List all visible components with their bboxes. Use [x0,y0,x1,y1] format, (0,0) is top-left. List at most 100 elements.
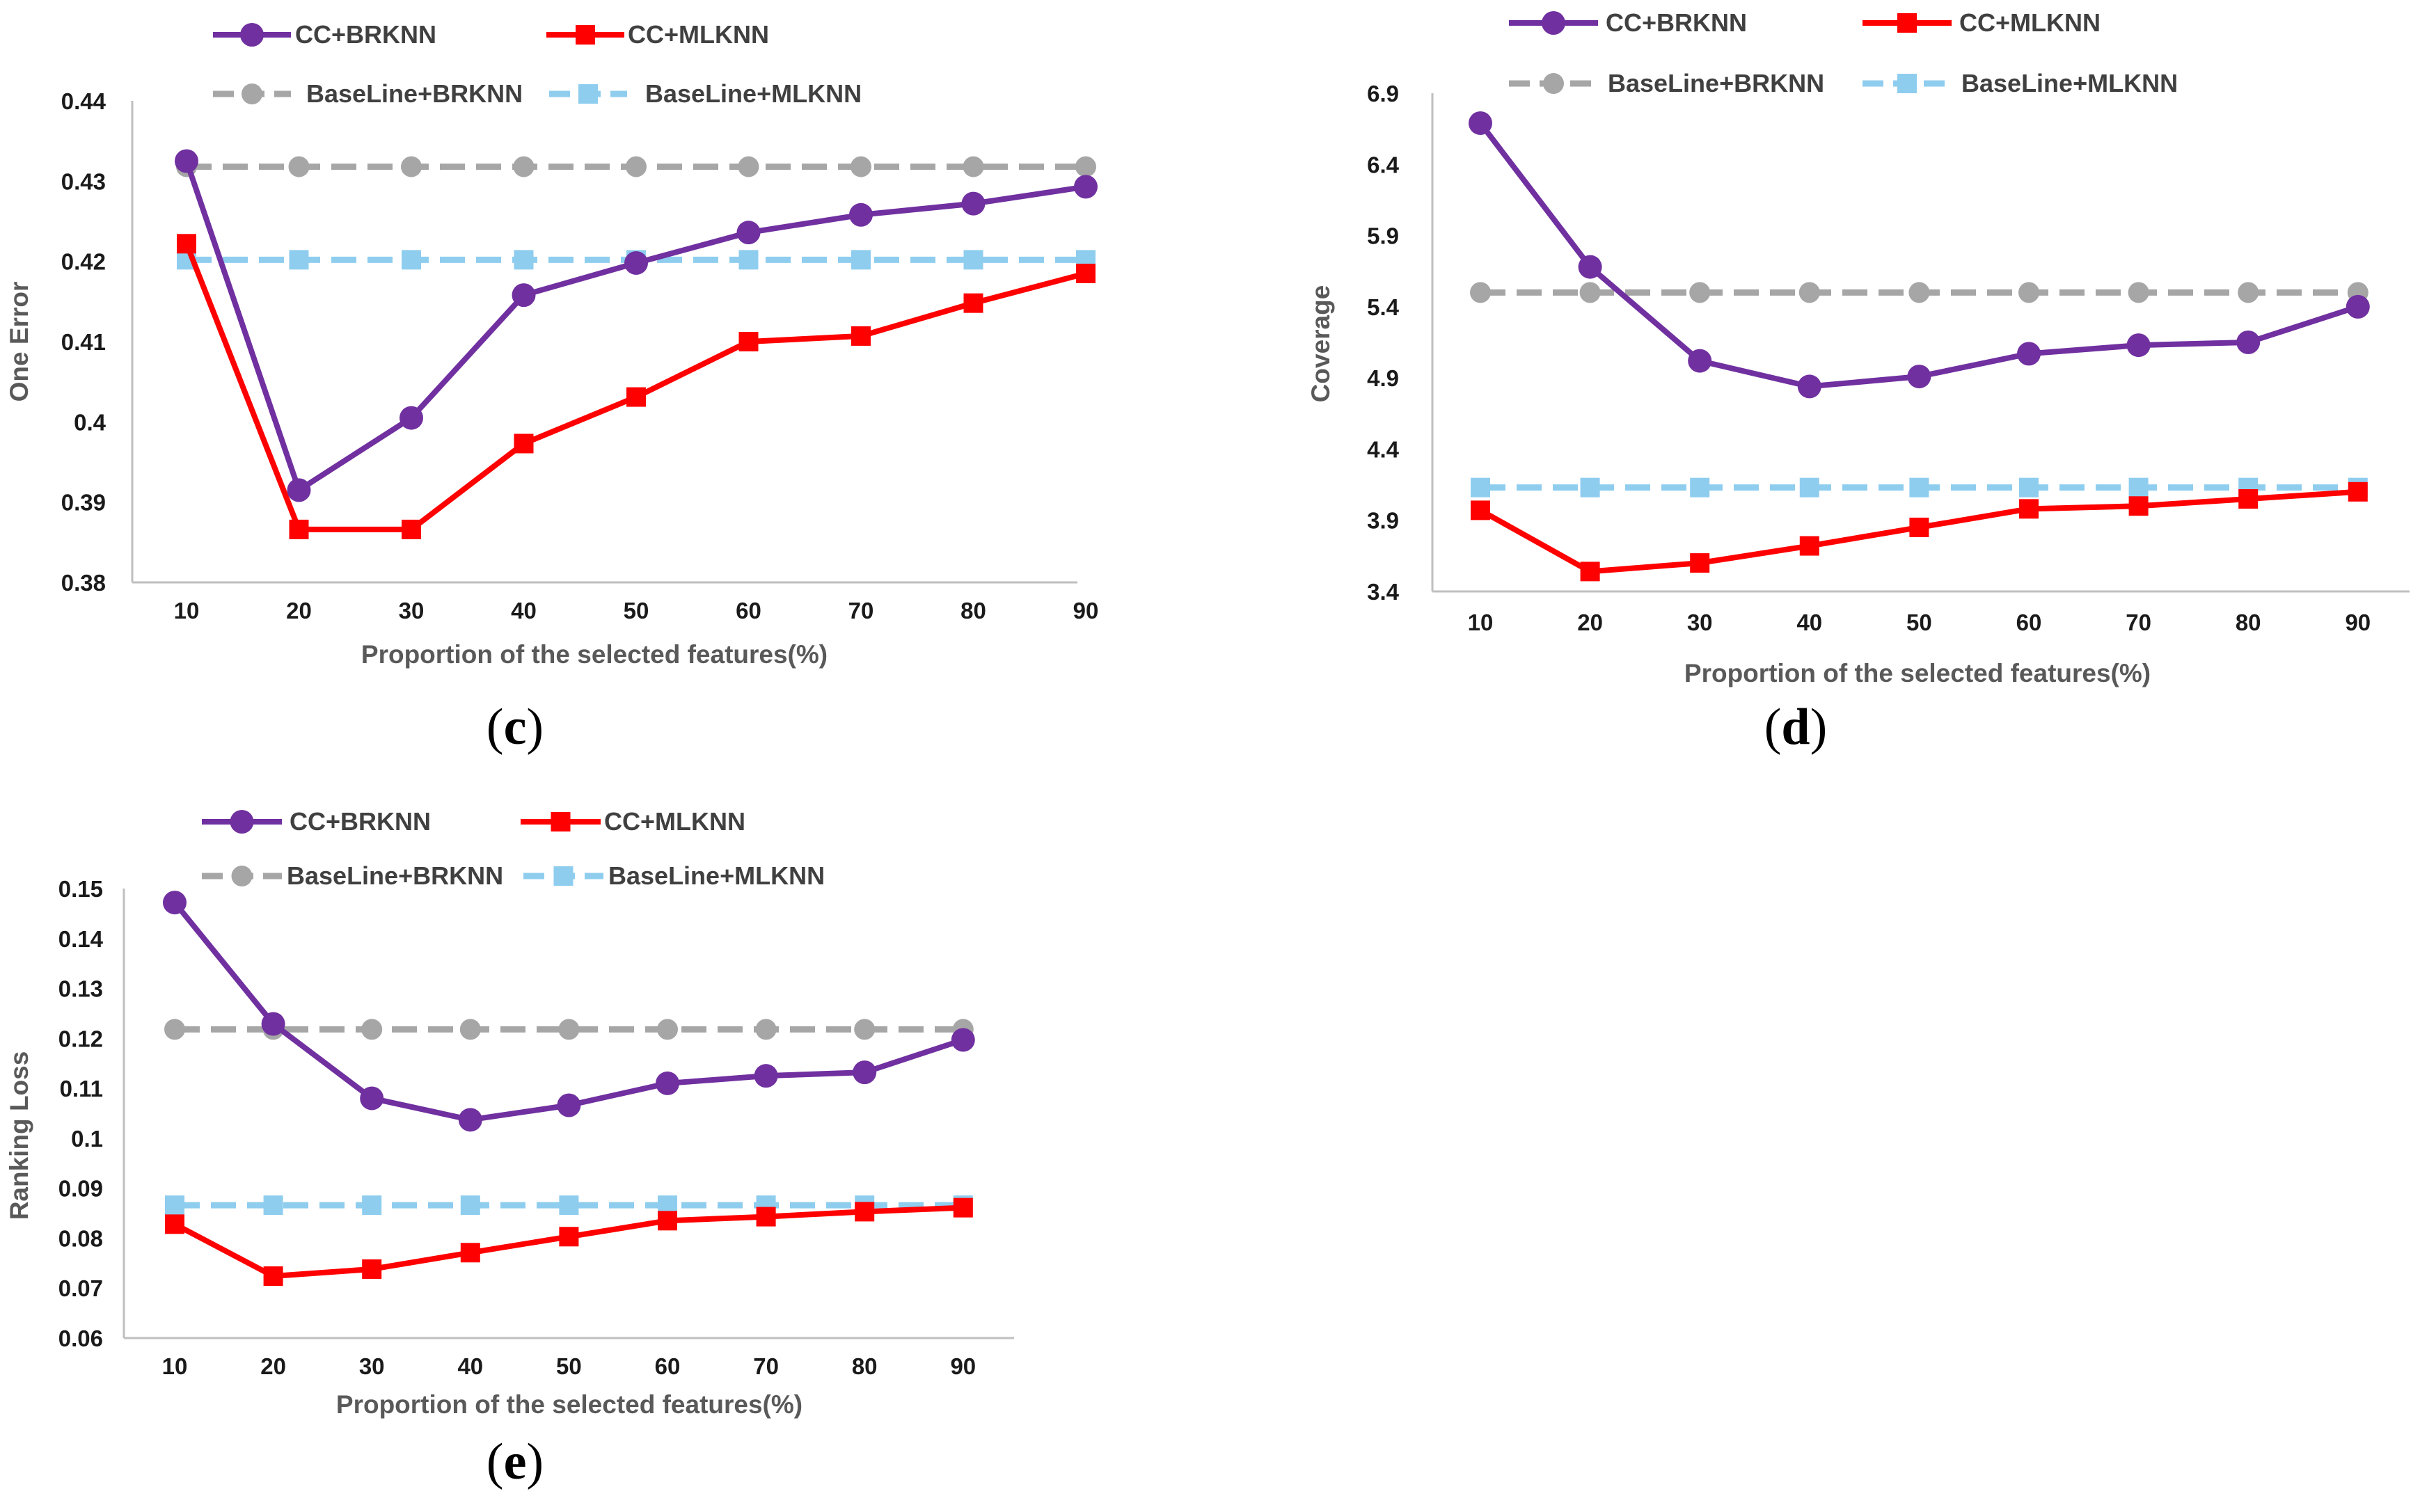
legend-entry: CC+MLKNN [1863,8,2101,37]
x-tick-label: 10 [162,1353,188,1379]
legend-marker [231,866,253,886]
legend-entry: BaseLine+MLKNN [549,79,862,108]
data-point [953,1197,973,1218]
data-point [263,1266,283,1286]
x-axis-title: Proportion of the selected features(%) [1684,659,2151,687]
legend-label: CC+BRKNN [290,807,431,836]
data-point [656,1071,679,1095]
legend-label: CC+BRKNN [295,20,436,49]
y-tick-label: 0.12 [58,1026,103,1051]
legend-entry: CC+MLKNN [546,20,769,49]
y-tick-label: 0.06 [58,1326,103,1351]
x-tick-label: 30 [359,1353,385,1379]
legend: CC+BRKNN CC+MLKNN BaseLine+BRKNN BaseLine+M… [1509,8,2178,97]
data-point [2128,282,2149,303]
data-point [559,1195,579,1216]
data-point [1689,282,1711,303]
chart-c: 0.38 0.39 0.4 0.41 0.42 0.43 0.44 10 20 30 40 50 60 7… [5,20,1098,756]
data-point [1799,536,1819,556]
legend-marker [230,810,254,834]
data-point [2019,499,2039,519]
data-point [626,387,646,407]
legend-label: BaseLine+BRKNN [287,861,503,890]
data-point [1797,374,1821,399]
x-tick-label: 30 [399,598,425,623]
x-tick-label: 10 [174,598,200,623]
data-point [557,1093,581,1117]
data-point [1471,500,1490,520]
data-point [738,250,759,270]
y-tick-label: 4.9 [1367,365,1399,391]
legend-entry: CC+MLKNN [521,807,745,836]
legend-marker [242,83,262,104]
data-point [514,250,534,270]
data-point [514,433,534,454]
x-tick-label: 40 [457,1353,483,1379]
legend-entry: BaseLine+MLKNN [1863,69,2178,97]
data-point [851,156,871,177]
data-point [1074,175,1098,199]
x-tick-label: 40 [511,598,537,623]
data-point [287,478,311,502]
data-point [401,156,422,177]
data-point [263,1195,283,1216]
legend-label: BaseLine+MLKNN [608,861,825,890]
data-point [288,156,310,177]
legend-marker [576,25,595,45]
panel-label: (d) [1764,699,1827,756]
x-axis-title: Proportion of the selected features(%) [336,1390,802,1419]
series-cc-mlknn [1471,482,2368,582]
data-point [851,250,871,270]
data-point [1908,282,1930,303]
x-tick-label: 50 [1906,610,1932,635]
legend-label: CC+BRKNN [1606,8,1747,37]
x-tick-label: 70 [2126,610,2151,635]
legend: CC+BRKNN CC+MLKNN BaseLine+BRKNN BaseLine+M… [213,20,862,108]
x-tick-label: 90 [2345,610,2371,635]
legend-marker [578,84,598,104]
legend-entry: BaseLine+BRKNN [213,79,523,108]
legend-marker [1897,13,1917,33]
data-point [1909,517,1929,537]
chart-d: 3.4 3.9 4.4 4.9 5.4 5.9 6.4 6.9 10 20 30 40 50 60 70 80… [1306,8,2410,756]
data-point [2017,342,2041,366]
x-axis-title: Proportion of the selected features(%) [361,640,828,669]
data-point [289,519,309,539]
y-tick-label: 0.13 [58,976,103,1002]
series-baseline-mlknn [165,1195,973,1216]
legend-marker [240,23,264,47]
data-point [658,1211,677,1231]
legend-label: BaseLine+MLKNN [645,79,862,108]
x-tick-label: 20 [1577,610,1603,635]
data-point [1075,156,1096,177]
y-tick-label: 6.9 [1367,81,1399,106]
data-point [261,1012,285,1036]
legend-marker [1897,74,1917,93]
data-point [2128,496,2149,516]
x-tick-label: 20 [286,598,312,623]
legend-entry: CC+BRKNN [202,807,431,836]
legend-entry: CC+BRKNN [1509,8,1747,37]
y-tick-label: 0.1 [71,1126,103,1152]
y-tick-label: 6.4 [1367,152,1400,177]
y-tick-label: 0.42 [61,249,106,275]
data-point [460,1243,480,1263]
data-point [1690,477,1710,498]
data-point [951,1028,975,1052]
x-tick-label: 60 [736,598,761,623]
legend-label: BaseLine+BRKNN [1608,69,1824,97]
data-point [624,250,648,275]
data-point [963,250,983,270]
data-point [738,156,759,177]
legend-label: BaseLine+MLKNN [1961,69,2178,97]
data-point [2128,477,2149,498]
data-point [1076,263,1096,283]
data-point [657,1019,678,1040]
y-axis-title: Coverage [1306,285,1335,403]
panel-label: (c) [487,699,544,756]
legend-entry: BaseLine+BRKNN [1509,69,1824,97]
data-point [177,234,196,254]
data-point [362,1195,382,1216]
legend-marker [551,812,571,831]
data-point [460,1195,480,1216]
